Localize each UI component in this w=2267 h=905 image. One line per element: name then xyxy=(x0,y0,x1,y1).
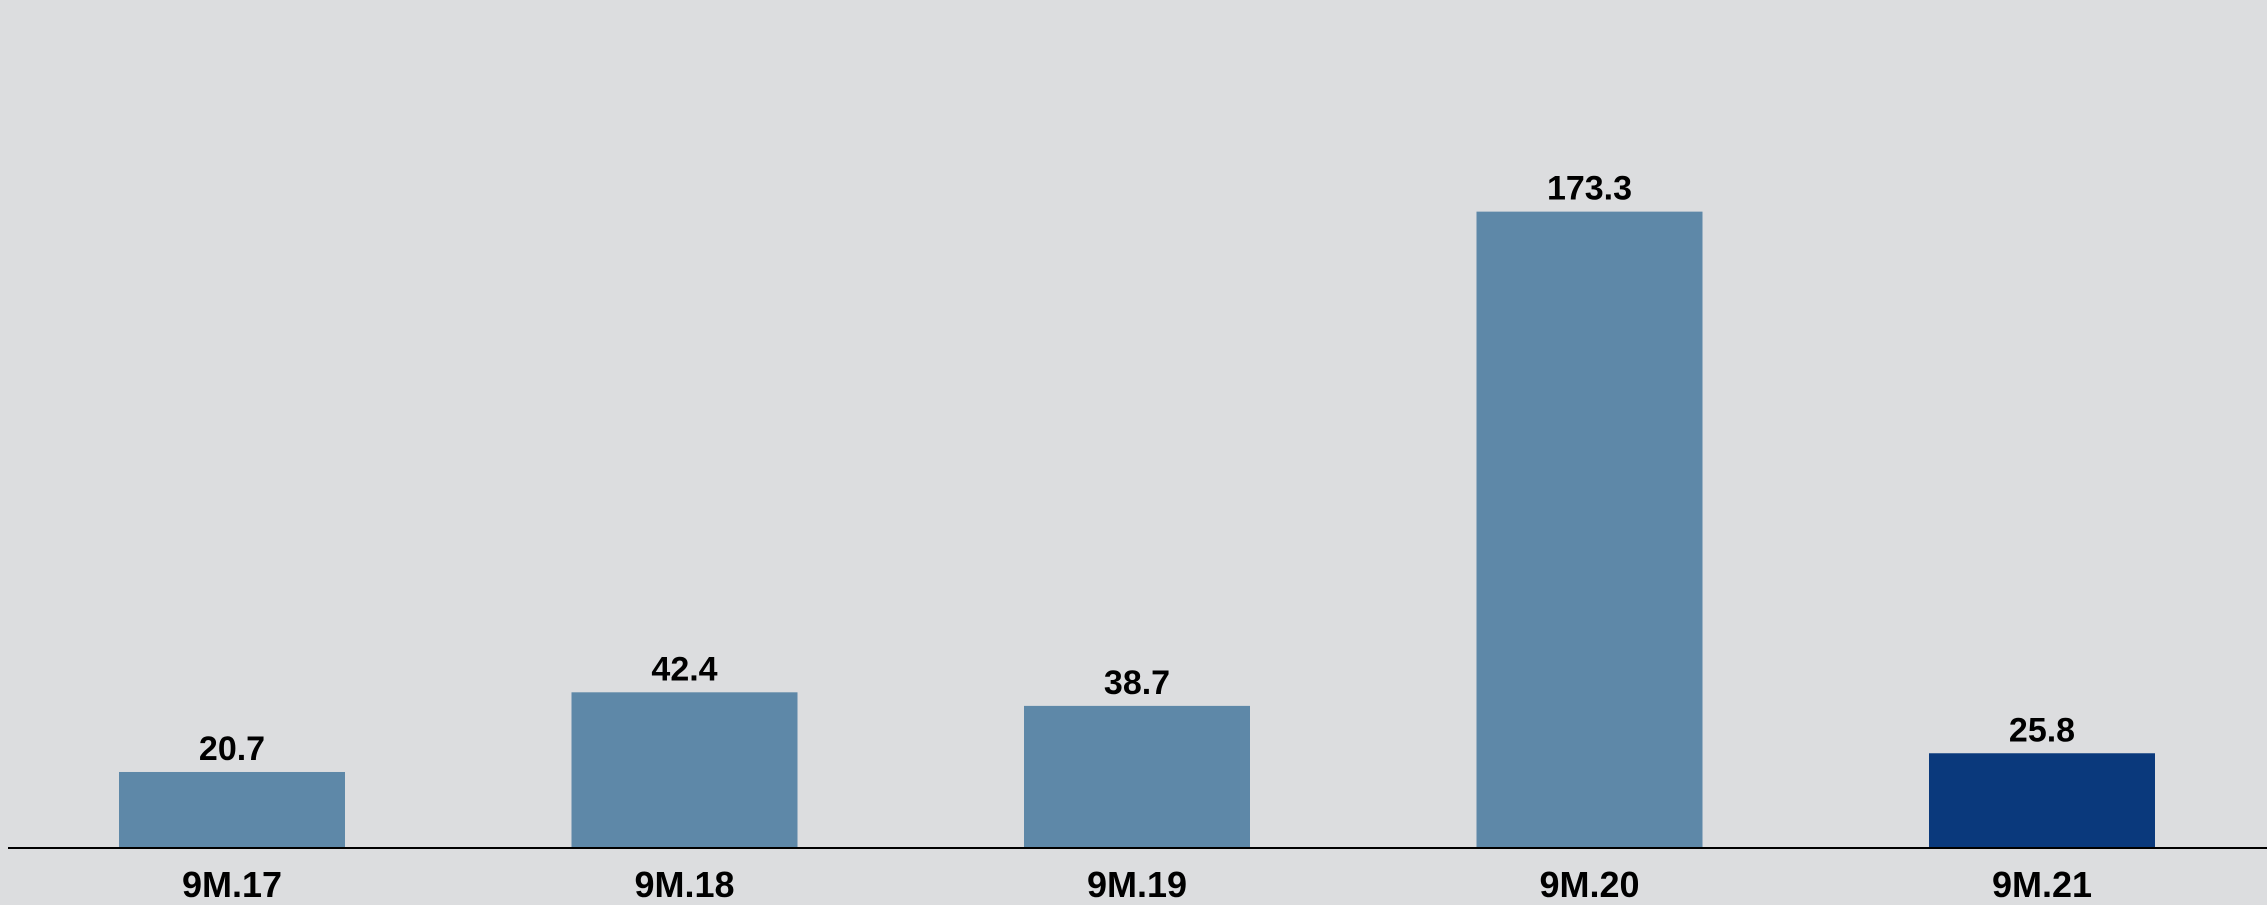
x-tick-labels-group: 9M.17 9M.18 9M.19 9M.20 9M.21 xyxy=(182,864,2092,905)
bar-9m-17 xyxy=(119,771,345,848)
x-tick-label: 9M.17 xyxy=(182,864,282,905)
bar-value-label: 173.3 xyxy=(1547,170,1632,208)
bar-value-label: 20.7 xyxy=(199,730,265,768)
bar-value-label: 42.4 xyxy=(651,650,717,688)
bars-group xyxy=(119,211,2155,848)
x-tick-label: 9M.19 xyxy=(1087,864,1187,905)
x-tick-label: 9M.18 xyxy=(634,864,734,905)
bar-9m-19 xyxy=(1024,705,1250,848)
data-labels-group: 20.7 42.4 38.7 173.3 25.8 xyxy=(199,170,2075,768)
bar-9m-20 xyxy=(1476,211,1703,848)
bar-9m-21 xyxy=(1929,753,2155,848)
x-tick-label: 9M.21 xyxy=(1992,864,2092,905)
bar-value-label: 38.7 xyxy=(1104,664,1170,702)
x-tick-label: 9M.20 xyxy=(1539,864,1639,905)
bar-value-label: 25.8 xyxy=(2009,711,2075,749)
bar-9m-18 xyxy=(571,692,798,848)
